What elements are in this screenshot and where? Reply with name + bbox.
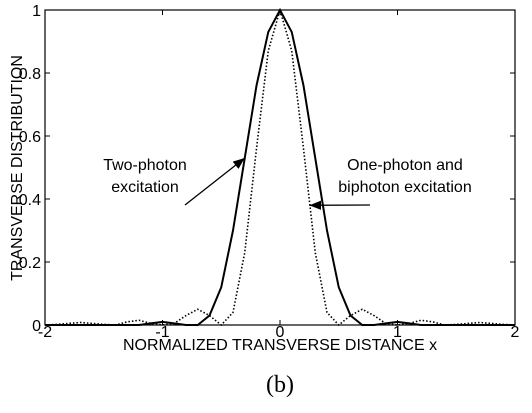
x-tick-label: -1 [155, 324, 169, 341]
y-tick-label: 0.2 [19, 255, 41, 272]
y-tick-label: 1 [32, 3, 41, 20]
y-axis-label: TRANSVERSE DISTRIBUTION [9, 55, 26, 281]
x-tick-label: 1 [393, 324, 402, 341]
x-tick-label: 0 [276, 324, 285, 341]
y-tick-label: 0.6 [19, 129, 41, 146]
annotation: excitation [111, 179, 179, 196]
y-tick-label: 0 [32, 318, 41, 335]
annotation: biphoton excitation [338, 179, 471, 196]
data-line [44, 7, 516, 327]
annotation: One-photon and [347, 157, 463, 174]
y-tick-label: 0.8 [19, 66, 41, 83]
x-tick-label: -2 [38, 324, 52, 341]
annotation: Two-photon [103, 157, 187, 174]
caption: (b) [266, 372, 294, 398]
x-axis-label: NORMALIZED TRANSVERSE DISTANCE x [123, 337, 437, 354]
y-tick-label: 0.4 [19, 192, 41, 209]
x-tick-label: 2 [511, 324, 520, 341]
data-line [45, 7, 515, 326]
annotation-arrow [184, 157, 246, 206]
